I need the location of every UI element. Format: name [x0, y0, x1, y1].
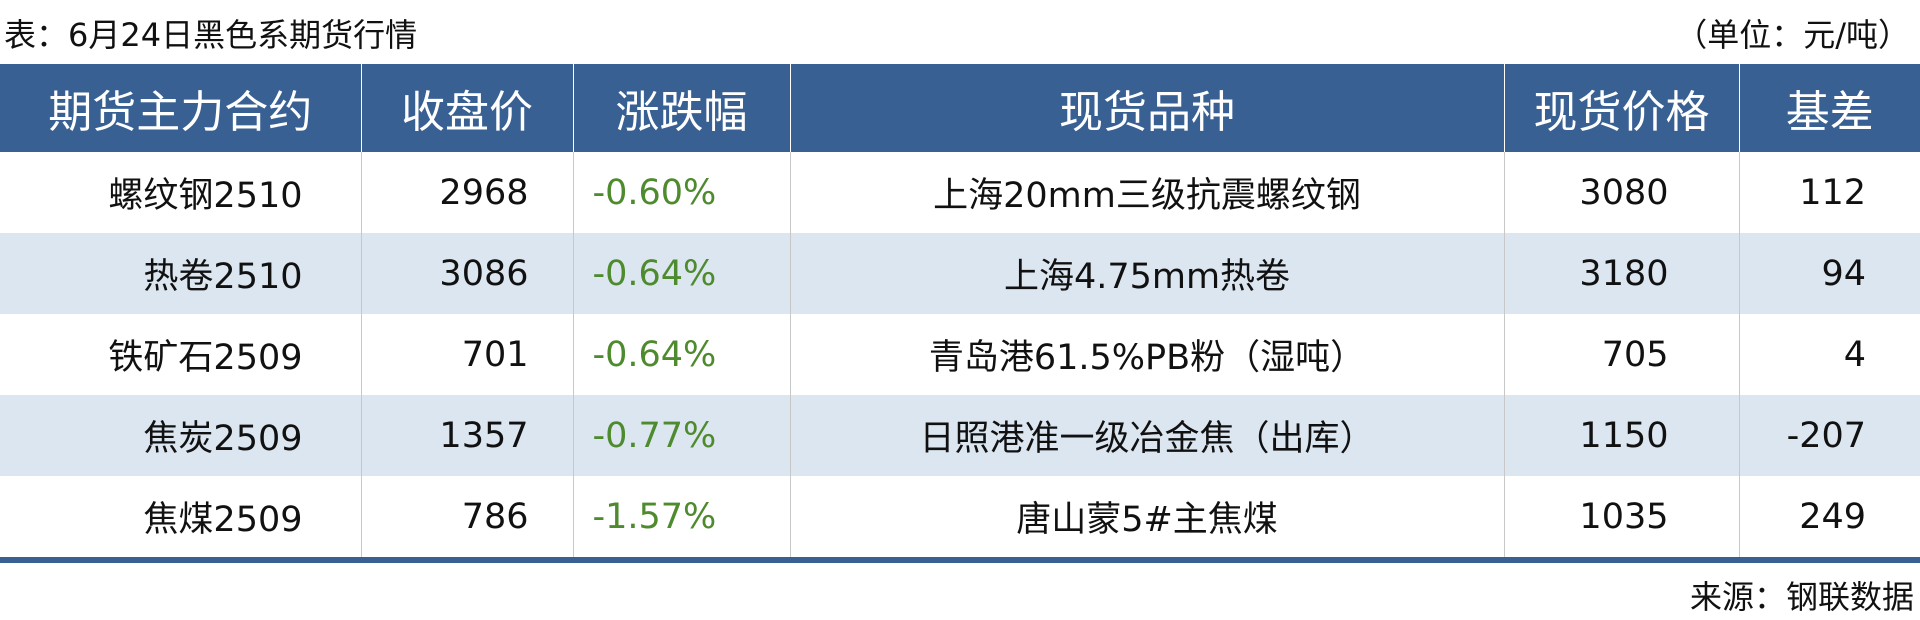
cell-spot-variety: 青岛港61.5%PB粉（湿吨）: [789, 314, 1504, 395]
cell-spot-price: 3080: [1503, 152, 1739, 233]
table-row: 热卷2510 3086 -0.64% 上海4.75mm热卷 3180 94: [0, 233, 1920, 314]
table-title: 表：6月24日黑色系期货行情: [4, 16, 418, 54]
table-row: 铁矿石2509 701 -0.64% 青岛港61.5%PB粉（湿吨） 705 4: [0, 314, 1920, 395]
cell-spot-variety: 上海20mm三级抗震螺纹钢: [789, 152, 1504, 233]
cell-spot-price: 3180: [1503, 233, 1739, 314]
cell-basis: 249: [1738, 476, 1920, 557]
cell-spot-variety: 上海4.75mm热卷: [789, 233, 1504, 314]
cell-change: -0.77%: [572, 395, 790, 476]
cell-basis: -207: [1738, 395, 1920, 476]
cell-spot-price: 705: [1503, 314, 1739, 395]
unit-label: （单位：元/吨）: [1675, 16, 1910, 54]
cell-spot-price: 1035: [1503, 476, 1739, 557]
table-row: 焦炭2509 1357 -0.77% 日照港准一级冶金焦（出库） 1150 -207: [0, 395, 1920, 476]
cell-close-price: 3086: [360, 233, 573, 314]
cell-contract: 焦煤2509: [143, 500, 303, 540]
header-close-price: 收盘价: [360, 64, 573, 152]
cell-basis: 94: [1738, 233, 1920, 314]
cell-spot-price: 1150: [1503, 395, 1739, 476]
cell-change: -0.64%: [572, 233, 790, 314]
cell-spot-variety: 日照港准一级冶金焦（出库）: [789, 395, 1504, 476]
cell-change: -1.57%: [572, 476, 790, 557]
cell-change: -0.64%: [572, 314, 790, 395]
header-change: 涨跌幅: [572, 64, 790, 152]
header-spot-price: 现货价格: [1503, 64, 1739, 152]
cell-close-price: 701: [360, 314, 573, 395]
header-spot-variety: 现货品种: [789, 64, 1504, 152]
cell-close-price: 1357: [360, 395, 573, 476]
cell-close-price: 2968: [360, 152, 573, 233]
futures-table: 期货主力合约 收盘价 涨跌幅 现货品种 现货价格 基差 螺纹钢2510 2968-…: [0, 64, 1920, 557]
cell-spot-variety: 唐山蒙5#主焦煤: [789, 476, 1504, 557]
cell-close-price: 786: [360, 476, 573, 557]
cell-contract: 热卷2510: [0, 233, 361, 314]
header-contract: 期货主力合约: [0, 64, 361, 152]
table-row: 焦煤2509 786 -1.57% 唐山蒙5#主焦煤 1035 249: [0, 476, 1920, 557]
cell-contract: 铁矿石2509: [108, 338, 303, 378]
bottom-rule: [0, 557, 1920, 563]
source-label: 来源：钢联数据: [1689, 578, 1914, 616]
cell-basis: 4: [1738, 314, 1920, 395]
header-basis: 基差: [1738, 64, 1920, 152]
table-row: 螺纹钢2510 2968 -0.60% 上海20mm三级抗震螺纹钢 3080 112: [0, 152, 1920, 233]
cell-basis: 112: [1738, 152, 1920, 233]
cell-contract: 焦炭2509: [0, 395, 361, 476]
cell-contract: 螺纹钢2510: [108, 176, 303, 216]
cell-change: -0.60%: [572, 152, 790, 233]
header-row: 期货主力合约 收盘价 涨跌幅 现货品种 现货价格 基差: [0, 64, 1920, 152]
